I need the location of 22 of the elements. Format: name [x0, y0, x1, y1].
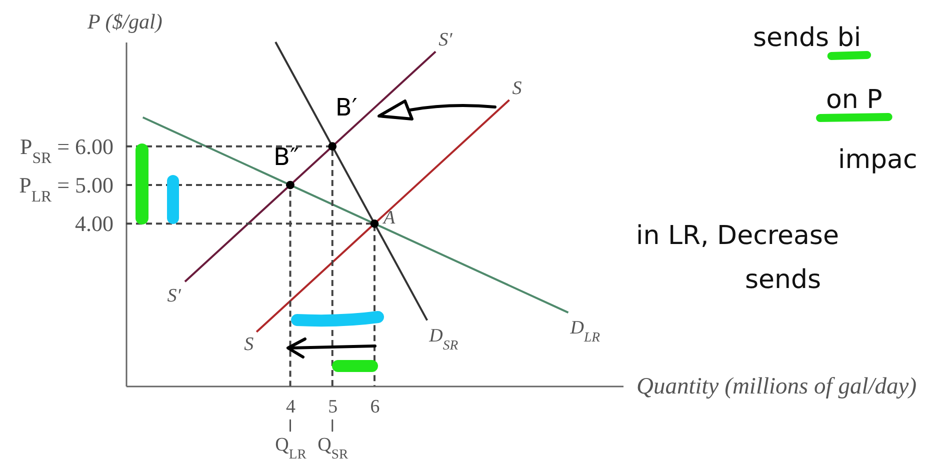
y-tick-label: 4.00	[75, 211, 114, 236]
series-label: S	[512, 78, 522, 99]
series-label: S′	[438, 30, 454, 51]
series-label: D$_{SR}$	[428, 325, 459, 352]
text: on P	[826, 85, 882, 115]
y-axis-title: P ($/gal)	[86, 10, 162, 34]
x-axis-title: Quantity (millions of gal/day)	[636, 374, 917, 400]
annotation: B′	[335, 93, 358, 122]
annotation: S	[244, 334, 254, 355]
text: in LR, Decrease	[636, 221, 839, 251]
y-tick-label: P$_{SR}$ = 6.00	[20, 134, 114, 166]
annotation: S′	[167, 286, 182, 307]
text: impac	[838, 145, 918, 175]
text: sends	[745, 265, 822, 295]
x-tick-label: 4 Q$_{LR}$	[275, 396, 308, 461]
annotation: A	[382, 208, 396, 229]
x-tick-label: 6	[370, 396, 380, 418]
text: sends bi	[753, 23, 862, 53]
x-tick-label: 5 Q$_{SR}$	[318, 396, 349, 461]
annotation: B″	[274, 143, 300, 172]
y-tick-label: P$_{LR}$ = 5.00	[19, 172, 114, 206]
series-label: D$_{LR}$	[569, 318, 601, 344]
